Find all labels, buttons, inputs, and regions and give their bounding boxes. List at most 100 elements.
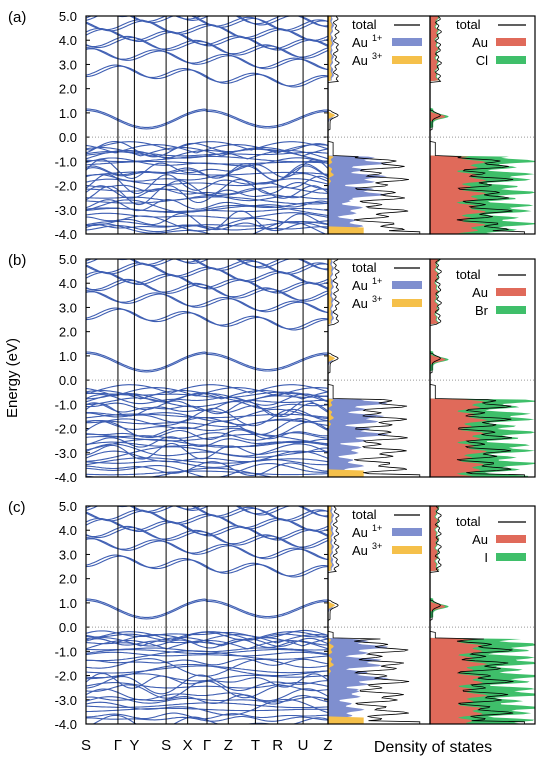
dos-total-line	[327, 16, 421, 234]
y-tick-label: -3.0	[55, 446, 77, 461]
panel-b: (b) 5.0 4.0 3.0 2.0 1.0 0.0 -1.0 -2.0 -3.0 -4.0 tot…	[8, 252, 536, 485]
legend-halide-label: Cl	[476, 53, 488, 68]
plot-area	[86, 16, 535, 234]
legend-dos1: total Au 1+ Au 3+	[348, 17, 424, 76]
kpath-label: X	[183, 737, 193, 754]
dos2-frame	[429, 258, 536, 478]
y-tick-label: 3.0	[59, 547, 77, 562]
legend-halide-swatch	[496, 56, 526, 64]
kpath-label: Γ	[114, 737, 122, 754]
legend-au-swatch	[496, 535, 526, 543]
legend-halide-swatch	[496, 553, 526, 561]
dos-au-area	[430, 259, 488, 477]
legend-au1-sup: 1+	[372, 276, 382, 286]
y-tick-label: 1.0	[59, 106, 77, 121]
dos2-frame	[429, 505, 536, 725]
y-tick-label: -1.0	[55, 397, 77, 412]
y-tick-label: -1.0	[55, 644, 77, 659]
legend-bg	[348, 508, 424, 566]
legend-au3-sup: 3+	[372, 294, 382, 304]
kpath-label: S	[81, 737, 91, 754]
y-tick-label: -2.0	[55, 179, 77, 194]
legend-au3-swatch	[392, 546, 422, 554]
legend-au1-sup: 1+	[372, 33, 382, 43]
legend-bg	[452, 18, 530, 76]
kpath-label: Z	[323, 737, 332, 754]
band	[86, 463, 329, 477]
panel-letter: (c)	[8, 499, 26, 516]
y-tick-label: 5.0	[59, 499, 77, 514]
kpath-label: U	[298, 737, 309, 754]
legend-au3-swatch	[392, 56, 422, 64]
legend-halide-label: I	[484, 550, 488, 565]
legend-dos2: total Au Br	[452, 267, 530, 326]
legend-dos2: total Au Cl	[452, 17, 530, 76]
legend-bg	[452, 515, 530, 573]
dos2-frame	[429, 15, 536, 235]
y-tick-label: 4.0	[59, 276, 77, 291]
y-tick-label: 3.0	[59, 300, 77, 315]
kpath-label: T	[251, 737, 260, 754]
legend-halide-swatch	[496, 306, 526, 314]
y-tick-label: -2.0	[55, 669, 77, 684]
y-tick-label: 0.0	[59, 373, 77, 388]
legend-au1-sup: 1+	[372, 523, 382, 533]
legend-total-label: total	[456, 17, 481, 32]
legend-au-label: Au	[472, 532, 488, 547]
y-tick-label: 5.0	[59, 252, 77, 267]
legend-au1-swatch	[392, 38, 422, 46]
legend-au1-label: Au	[352, 35, 368, 50]
dos-total-line-2	[429, 259, 525, 477]
y-tick-label: -4.0	[55, 470, 77, 485]
legend-au3-label: Au	[352, 543, 368, 558]
legend-au3-sup: 3+	[372, 541, 382, 551]
dos-au1-area	[328, 506, 389, 724]
legend-au-swatch	[496, 288, 526, 296]
y-tick-label: 4.0	[59, 523, 77, 538]
kpath-label: Y	[129, 737, 139, 754]
y-tick-label: 0.0	[59, 620, 77, 635]
dos-au1-area	[328, 259, 389, 477]
y-tick-label: -2.0	[55, 422, 77, 437]
y-tick-label: 0.0	[59, 130, 77, 145]
y-tick-label: 2.0	[59, 325, 77, 340]
y-tick-label: 5.0	[59, 9, 77, 24]
kpath-label: Z	[224, 737, 233, 754]
y-tick-label: -4.0	[55, 227, 77, 242]
y-tick-label: 4.0	[59, 33, 77, 48]
y-tick-label: -1.0	[55, 154, 77, 169]
dos-total-line-2	[429, 16, 525, 234]
legend-total-label: total	[352, 260, 377, 275]
y-tick-label: 1.0	[59, 596, 77, 611]
dos-total-line-2	[429, 506, 525, 724]
dos-total-line	[327, 506, 421, 724]
legend-au-swatch	[496, 38, 526, 46]
panel-a: (a) 5.0 4.0 3.0 2.0 1.0 0.0 -1.0 -2.0 -3.0 -4.0 tot…	[8, 9, 536, 242]
legend-dos2: total Au I	[452, 514, 530, 573]
kpath-label: S	[161, 737, 171, 754]
legend-total-label: total	[456, 514, 481, 529]
legend-au3-sup: 3+	[372, 51, 382, 61]
legend-au-label: Au	[472, 285, 488, 300]
y-tick-label: -3.0	[55, 203, 77, 218]
legend-dos1: total Au 1+ Au 3+	[348, 507, 424, 566]
energy-axis-label: Energy (eV)	[4, 338, 21, 418]
plot-area	[86, 259, 535, 477]
y-tick-label: -4.0	[55, 717, 77, 732]
panel-letter: (a)	[8, 9, 26, 26]
y-tick-label: 3.0	[59, 57, 77, 72]
legend-au3-swatch	[392, 299, 422, 307]
legend-total-label: total	[456, 267, 481, 282]
kpath-label: R	[272, 737, 283, 754]
legend-bg	[348, 18, 424, 76]
dos-axis-label: Density of states	[374, 739, 492, 756]
dos-au-area	[430, 506, 488, 724]
legend-au1-label: Au	[352, 525, 368, 540]
panel-c: (c) 5.0 4.0 3.0 2.0 1.0 0.0 -1.0 -2.0 -3.0 -4.0 tot…	[8, 499, 536, 732]
dos-total-line	[327, 259, 421, 477]
legend-bg	[348, 261, 424, 319]
y-tick-label: 2.0	[59, 82, 77, 97]
legend-au1-swatch	[392, 528, 422, 536]
